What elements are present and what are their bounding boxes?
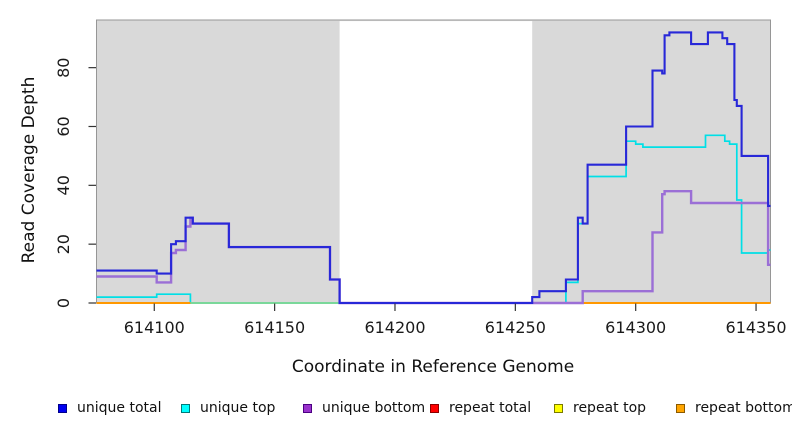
x-axis-title: Coordinate in Reference Genome — [291, 357, 575, 377]
y-tick-label: 20 — [54, 234, 73, 254]
x-tick-label: 614300 — [605, 318, 666, 337]
x-tick-label: 614200 — [364, 318, 425, 337]
y-tick-label: 80 — [54, 58, 73, 78]
masked-region — [339, 21, 533, 305]
y-tick-label: 40 — [54, 175, 73, 195]
x-tick-label: 614150 — [244, 318, 305, 337]
series-unique-total — [96, 31, 771, 305]
y-tick-label: 0 — [54, 298, 73, 308]
x-tick-label: 614350 — [726, 318, 787, 337]
x-tick-label: 614100 — [124, 318, 185, 337]
y-tick-label: 60 — [54, 116, 73, 136]
y-axis-title: Read Coverage Depth — [19, 76, 39, 264]
x-tick-label: 614250 — [485, 318, 546, 337]
